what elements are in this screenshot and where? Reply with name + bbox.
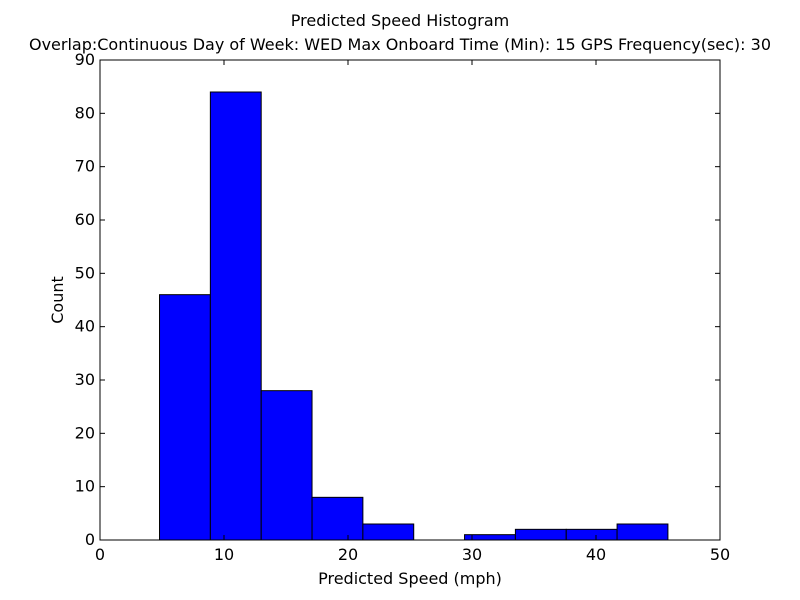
- y-axis-label: Count: [48, 276, 67, 324]
- histogram-bar: [514, 528, 567, 541]
- y-tick-label: 50: [75, 263, 95, 282]
- y-tick-label: 80: [75, 103, 95, 122]
- x-tick-label: 50: [710, 545, 730, 564]
- histogram-bar: [311, 496, 364, 541]
- x-tick-label: 20: [338, 545, 358, 564]
- histogram-bar: [616, 523, 669, 541]
- histogram-bar: [362, 523, 415, 541]
- y-tick-label: 40: [75, 317, 95, 336]
- ticks-group: 0 10 20 30 40 50 0 10 20 30 40 50 60 70 80 90: [75, 50, 731, 564]
- chart-subtitle: Overlap:Continuous Day of Week: WED Max …: [29, 35, 771, 54]
- x-tick-label: 40: [586, 545, 606, 564]
- histogram-bar: [209, 91, 262, 541]
- y-tick-label: 70: [75, 157, 95, 176]
- chart-title: Predicted Speed Histogram: [291, 11, 509, 30]
- histogram-bar: [260, 390, 313, 541]
- histogram-bar: [565, 528, 618, 541]
- y-tick-label: 60: [75, 210, 95, 229]
- x-tick-label: 10: [214, 545, 234, 564]
- x-axis-label: Predicted Speed (mph): [318, 569, 502, 588]
- x-tick-label: 0: [95, 545, 105, 564]
- histogram-bar: [159, 294, 211, 541]
- x-tick-label: 30: [462, 545, 482, 564]
- y-tick-label: 30: [75, 370, 95, 389]
- y-tick-label: 0: [85, 530, 95, 549]
- plot-frame: [99, 59, 721, 541]
- y-tick-label: 10: [75, 477, 95, 496]
- y-tick-label: 90: [75, 50, 95, 69]
- y-tick-label: 20: [75, 423, 95, 442]
- bars-group: [159, 91, 669, 541]
